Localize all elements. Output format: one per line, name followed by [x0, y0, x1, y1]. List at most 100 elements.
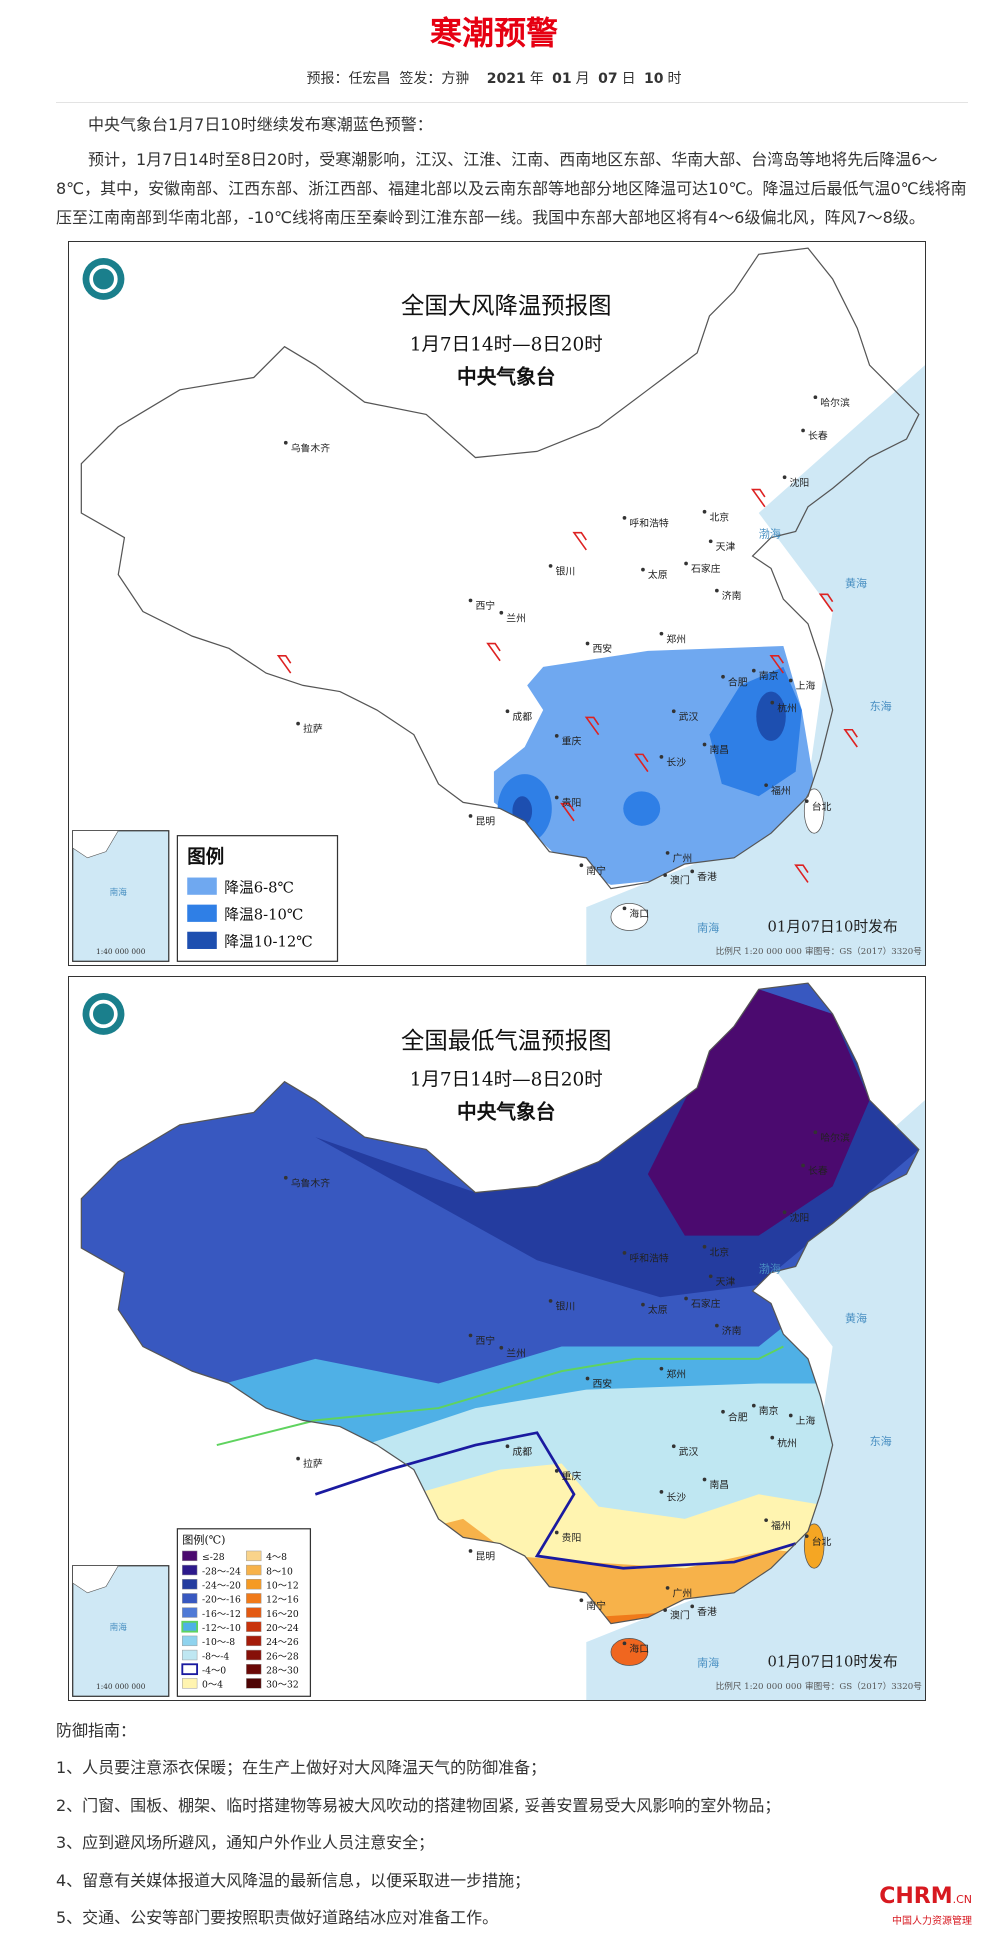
sea-label: 南海	[697, 921, 719, 935]
city-label: 台北	[812, 1535, 832, 1548]
city-label: 南宁	[586, 1599, 606, 1612]
city-dot	[585, 641, 590, 646]
city-label: 天津	[716, 541, 736, 553]
wind-flag	[634, 753, 649, 773]
legend-label: -12～-10	[202, 1623, 241, 1634]
hainan	[610, 1638, 649, 1666]
city-dot	[804, 1534, 809, 1539]
city-label: 石家庄	[691, 1297, 721, 1310]
china-border	[80, 982, 920, 1625]
sea-label: 渤海	[759, 527, 781, 541]
forecaster: 任宏昌	[348, 71, 391, 87]
city-label: 济南	[722, 589, 742, 602]
agency-logo-inner	[89, 264, 118, 294]
sea-label: 渤海	[759, 1262, 781, 1276]
city-label: 银川	[556, 565, 576, 578]
city-label: 郑州	[666, 632, 686, 645]
legend-swatch	[182, 1635, 198, 1647]
legend-swatch	[181, 1620, 199, 1633]
inset-sea: 南海	[110, 1621, 128, 1633]
city-dot	[764, 783, 768, 788]
city-dot	[554, 1530, 559, 1535]
logo-domain: .CN	[952, 1893, 972, 1906]
city-label: 贵阳	[562, 796, 582, 809]
city-dot	[702, 1244, 707, 1249]
city-label: 拉萨	[303, 722, 323, 735]
legend-label: 30～32	[266, 1680, 299, 1691]
city-dot	[721, 1409, 725, 1414]
city-label: 合肥	[728, 1410, 748, 1423]
legend-label: 降温8-10℃	[224, 906, 303, 923]
guide-title: 防御指南：	[56, 1721, 137, 1740]
guide-item: 4、留意有关媒体报道大风降温的最新信息，以便采取进一步措施；	[56, 1870, 531, 1890]
legend-label: -28～-24	[202, 1566, 241, 1577]
inset-scale: 1:40 000 000	[96, 947, 146, 956]
city-dot	[671, 709, 676, 714]
forecaster-label: 预报：	[306, 71, 349, 87]
city-dot	[659, 631, 664, 636]
city-dot	[702, 509, 707, 514]
city-dot	[283, 1175, 288, 1180]
city-label: 太原	[648, 568, 668, 581]
map-title: 全国最低气温预报图	[401, 1026, 612, 1054]
city-dot	[468, 598, 473, 603]
day: 07	[598, 71, 618, 87]
city-dot	[788, 678, 793, 683]
city-label: 北京	[709, 510, 729, 523]
scale: 比例尺 1:20 000 000	[716, 1680, 802, 1692]
sea-label: 东海	[870, 1434, 892, 1448]
legend-swatch	[246, 1607, 262, 1618]
sea-label: 黄海	[845, 1311, 867, 1325]
year-unit: 年	[529, 71, 544, 87]
city-label: 昆明	[475, 816, 495, 828]
month-unit: 月	[575, 71, 590, 87]
city-dot	[715, 1323, 719, 1328]
legend-swatch	[182, 1579, 198, 1590]
taiwan	[803, 788, 825, 834]
legend-swatch	[187, 877, 217, 895]
month: 01	[552, 71, 572, 87]
city-dot	[468, 814, 473, 818]
wind-flag	[584, 716, 600, 736]
city-label: 福州	[771, 1519, 791, 1532]
city-label: 台北	[812, 800, 832, 813]
city-dot	[770, 1435, 775, 1440]
legend-label: -8～-4	[202, 1651, 229, 1662]
legend-swatch	[246, 1635, 262, 1647]
china-border	[80, 247, 920, 890]
wind-flag	[794, 864, 809, 883]
city-dot	[751, 668, 756, 673]
city-dot	[663, 1608, 667, 1612]
zero-line	[314, 1431, 797, 1570]
city-dot	[715, 588, 719, 593]
guide-item: 5、交通、公安等部门要按照职责做好道路结冰应对准备工作。	[56, 1908, 499, 1927]
legend-swatch	[246, 1621, 262, 1632]
city-dot	[671, 1444, 676, 1449]
city-label: 澳门	[670, 874, 690, 887]
city-dot	[505, 1444, 510, 1449]
agency-logo	[82, 258, 125, 300]
city-dot	[468, 1333, 473, 1338]
city-label: 太原	[648, 1303, 668, 1316]
t-coldest	[647, 989, 870, 1236]
city-dot	[788, 1413, 793, 1418]
city-dot	[782, 1210, 787, 1215]
city-label: 广州	[673, 853, 693, 865]
legend-label: 16～20	[266, 1609, 299, 1620]
legend-swatch	[181, 1663, 199, 1676]
ocean	[586, 1100, 925, 1700]
city-dot	[505, 709, 510, 714]
year: 2021	[486, 71, 526, 87]
city-label: 成都	[512, 1446, 532, 1458]
review: 审图号：GS（2017）3320号	[805, 1680, 922, 1692]
intro-paragraph: 预计，1月7日14时至8日20时，受寒潮影响，江汉、江淮、江南、西南地区东部、华…	[56, 150, 967, 227]
city-dot	[690, 1604, 695, 1609]
logo: CHRM.CN 中国人力资源管理	[879, 1884, 972, 1928]
city-label: 广州	[673, 1588, 693, 1600]
city-dot	[641, 567, 645, 572]
city-dot	[813, 1130, 818, 1135]
city-label: 呼和浩特	[629, 1253, 669, 1265]
map-agency: 中央气象台	[457, 366, 555, 389]
map-period: 1月7日14时—8日20时	[410, 334, 603, 355]
